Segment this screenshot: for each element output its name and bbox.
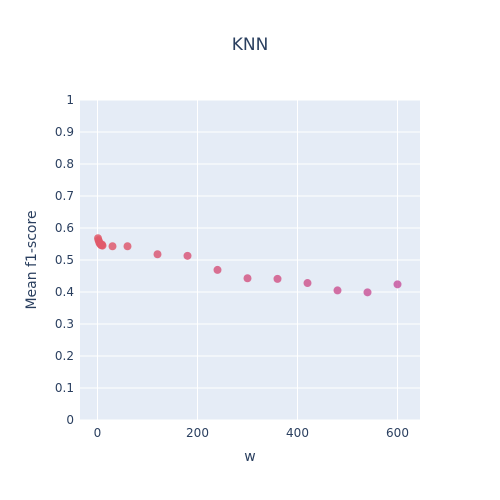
- y-tick-label: 0.3: [55, 317, 74, 331]
- data-point: [98, 241, 107, 250]
- data-point: [393, 280, 402, 289]
- y-tick-label: 1: [66, 93, 74, 107]
- y-tick-label: 0.9: [55, 125, 74, 139]
- y-tick-label: 0.4: [55, 285, 74, 299]
- data-point: [273, 274, 282, 283]
- y-tick-label: 0.5: [55, 253, 74, 267]
- data-point: [213, 265, 222, 274]
- y-tick-label: 0.8: [55, 157, 74, 171]
- data-point: [153, 250, 162, 259]
- data-point: [183, 251, 192, 260]
- grid-lines: [80, 99, 420, 421]
- chart-title: KNN: [232, 35, 269, 55]
- x-tick-label: 0: [94, 426, 102, 440]
- data-point: [333, 286, 342, 295]
- x-axis-label: w: [244, 449, 255, 465]
- y-axis-label: Mean f1-score: [24, 210, 40, 309]
- y-tick-label: 0.2: [55, 349, 74, 363]
- data-point: [363, 288, 372, 297]
- y-tick-label: 0.7: [55, 189, 74, 203]
- data-points: [94, 234, 402, 297]
- x-tick-label: 400: [286, 426, 309, 440]
- data-point: [243, 274, 252, 283]
- y-tick-label: 0.1: [55, 381, 74, 395]
- tick-labels: 0 0.1 0.2 0.3 0.4 0.5 0.6 0.7 0.8 0.9 1 0 200 400 600: [55, 93, 409, 440]
- data-point: [108, 242, 117, 251]
- y-tick-label: 0: [66, 413, 74, 427]
- x-tick-label: 600: [386, 426, 409, 440]
- y-tick-label: 0.6: [55, 221, 74, 235]
- data-point: [303, 279, 312, 288]
- x-tick-label: 200: [186, 426, 209, 440]
- data-point: [123, 242, 132, 251]
